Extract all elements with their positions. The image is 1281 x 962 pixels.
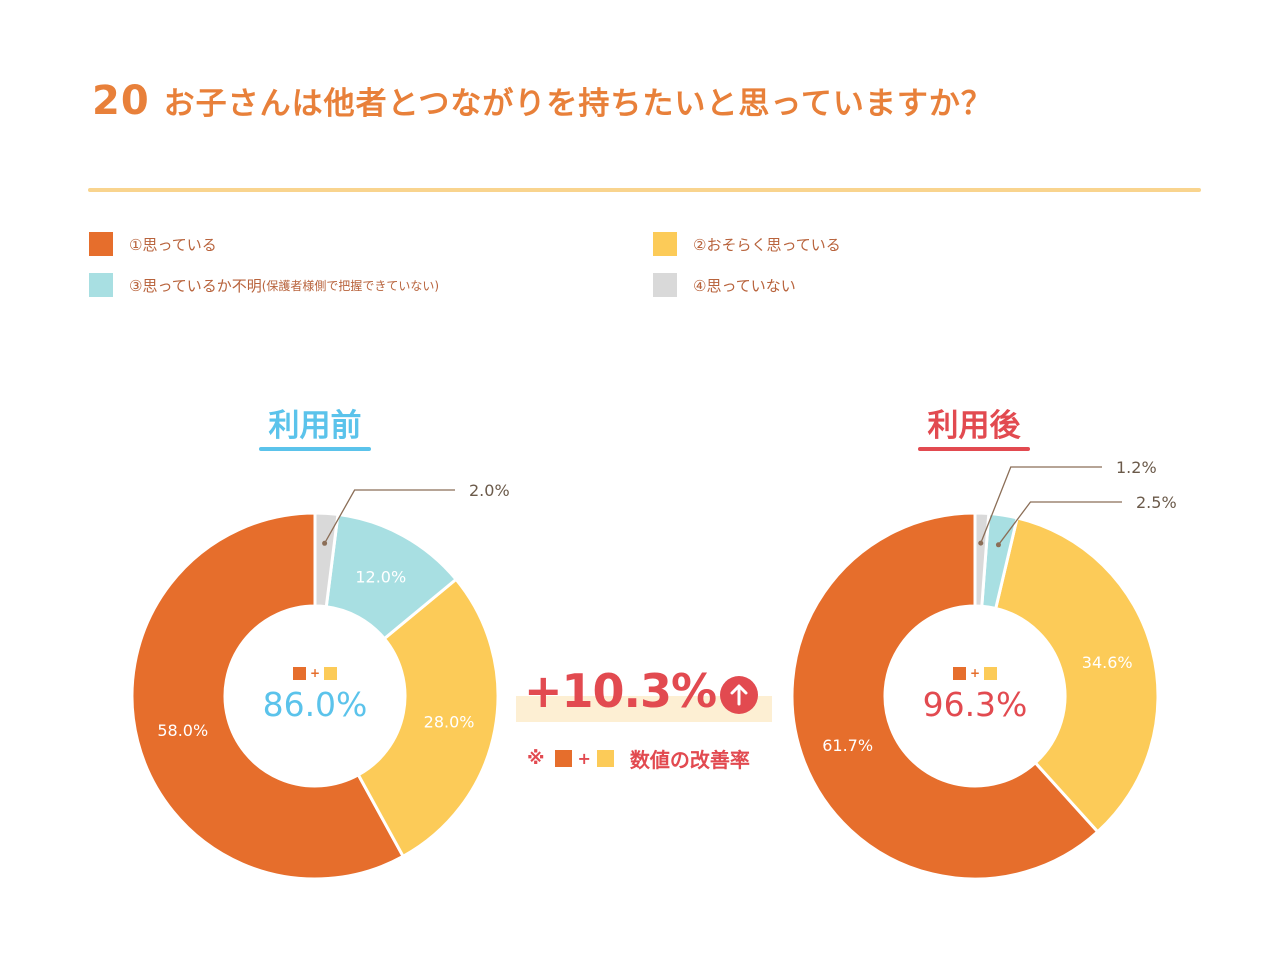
chart-title-after-underline — [918, 447, 1030, 451]
slice-before-agree — [130, 511, 405, 881]
chart-title-after: 利用後 — [914, 400, 1034, 451]
chart-title-before: 利用前 — [255, 400, 375, 451]
legend-label-4: ④思っていない — [693, 276, 796, 295]
leader-line-after-disagree — [980, 466, 1102, 544]
legend-swatch-3 — [89, 273, 113, 297]
center-swatch-1 — [292, 666, 306, 680]
legend-swatch-2 — [653, 232, 677, 256]
question-text: お子さんは他者とつながりを持ちたいと思っていますか？ — [163, 86, 993, 122]
slice-label-before-probably: 28.0% — [424, 713, 475, 732]
chart-title-before-underline — [259, 447, 371, 451]
slice-after-agree — [790, 511, 1100, 881]
legend-item-1: ①思っている — [89, 232, 217, 256]
note-swatch-1 — [554, 750, 572, 767]
leader-dot-before-disagree — [322, 540, 328, 546]
note-text: 数値の改善率 — [629, 748, 750, 772]
center-swatch-2 — [984, 666, 998, 680]
legend-label-1: ①思っている — [129, 235, 217, 254]
note-mark: ※ — [527, 748, 545, 769]
slice-after-probably — [994, 516, 1160, 834]
slice-label-before-agree: 58.0% — [157, 721, 208, 740]
slice-label-before-disagree: 2.0% — [469, 481, 510, 500]
slice-before-probably — [356, 577, 500, 858]
center-summary-after: + 96.3% — [895, 665, 1055, 724]
center-summary-before: + 86.0% — [235, 665, 395, 724]
legend-label-3: ③思っているか不明 — [129, 276, 262, 295]
legend-swatch-4 — [653, 273, 677, 297]
note-swatch-2 — [596, 750, 614, 767]
improvement-note: ※ + 数値の改善率 — [527, 744, 750, 773]
improvement-callout: +10.3% — [516, 664, 772, 726]
legend-item-2: ②おそらく思っている — [653, 232, 841, 256]
center-swatch-1 — [952, 666, 966, 680]
chart-title-before-text: 利用前 — [268, 408, 362, 444]
slice-label-after-probably: 34.6% — [1082, 653, 1133, 672]
legend-item-3: ③思っているか不明 (保護者様側で把握できていない) — [89, 273, 439, 297]
question-number: 20 — [92, 78, 150, 124]
center-plus: + — [309, 666, 321, 680]
page-title: 20 お子さんは他者とつながりを持ちたいと思っていますか？ — [92, 78, 993, 124]
slice-label-after-agree: 61.7% — [822, 736, 873, 755]
improvement-value: +10.3% — [524, 664, 717, 718]
slice-before-disagree — [313, 511, 340, 609]
legend-label-2: ②おそらく思っている — [693, 235, 841, 254]
center-key-after: + — [895, 665, 1055, 681]
leader-line-after-unknown — [997, 501, 1122, 546]
chart-title-after-text: 利用後 — [927, 408, 1021, 444]
legend-swatch-1 — [89, 232, 113, 256]
center-value-before: 86.0% — [262, 685, 368, 724]
slice-after-disagree — [973, 511, 991, 608]
slice-label-before-unknown: 12.0% — [355, 567, 406, 586]
note-plus: + — [577, 749, 591, 768]
center-key-before: + — [235, 665, 395, 681]
slice-label-after-disagree: 1.2% — [1116, 458, 1157, 477]
leader-dot-after-unknown — [995, 542, 1001, 548]
center-value-after: 96.3% — [922, 685, 1028, 724]
leader-line-before-disagree — [324, 489, 455, 544]
center-plus: + — [969, 666, 981, 680]
legend-item-4: ④思っていない — [653, 273, 796, 297]
slice-label-after-unknown: 2.5% — [1136, 493, 1177, 512]
up-arrow-icon — [720, 676, 758, 714]
leader-dot-after-disagree — [978, 540, 984, 546]
header-divider — [88, 188, 1201, 192]
legend-note-3: (保護者様側で把握できていない) — [261, 278, 440, 293]
center-swatch-2 — [324, 666, 338, 680]
